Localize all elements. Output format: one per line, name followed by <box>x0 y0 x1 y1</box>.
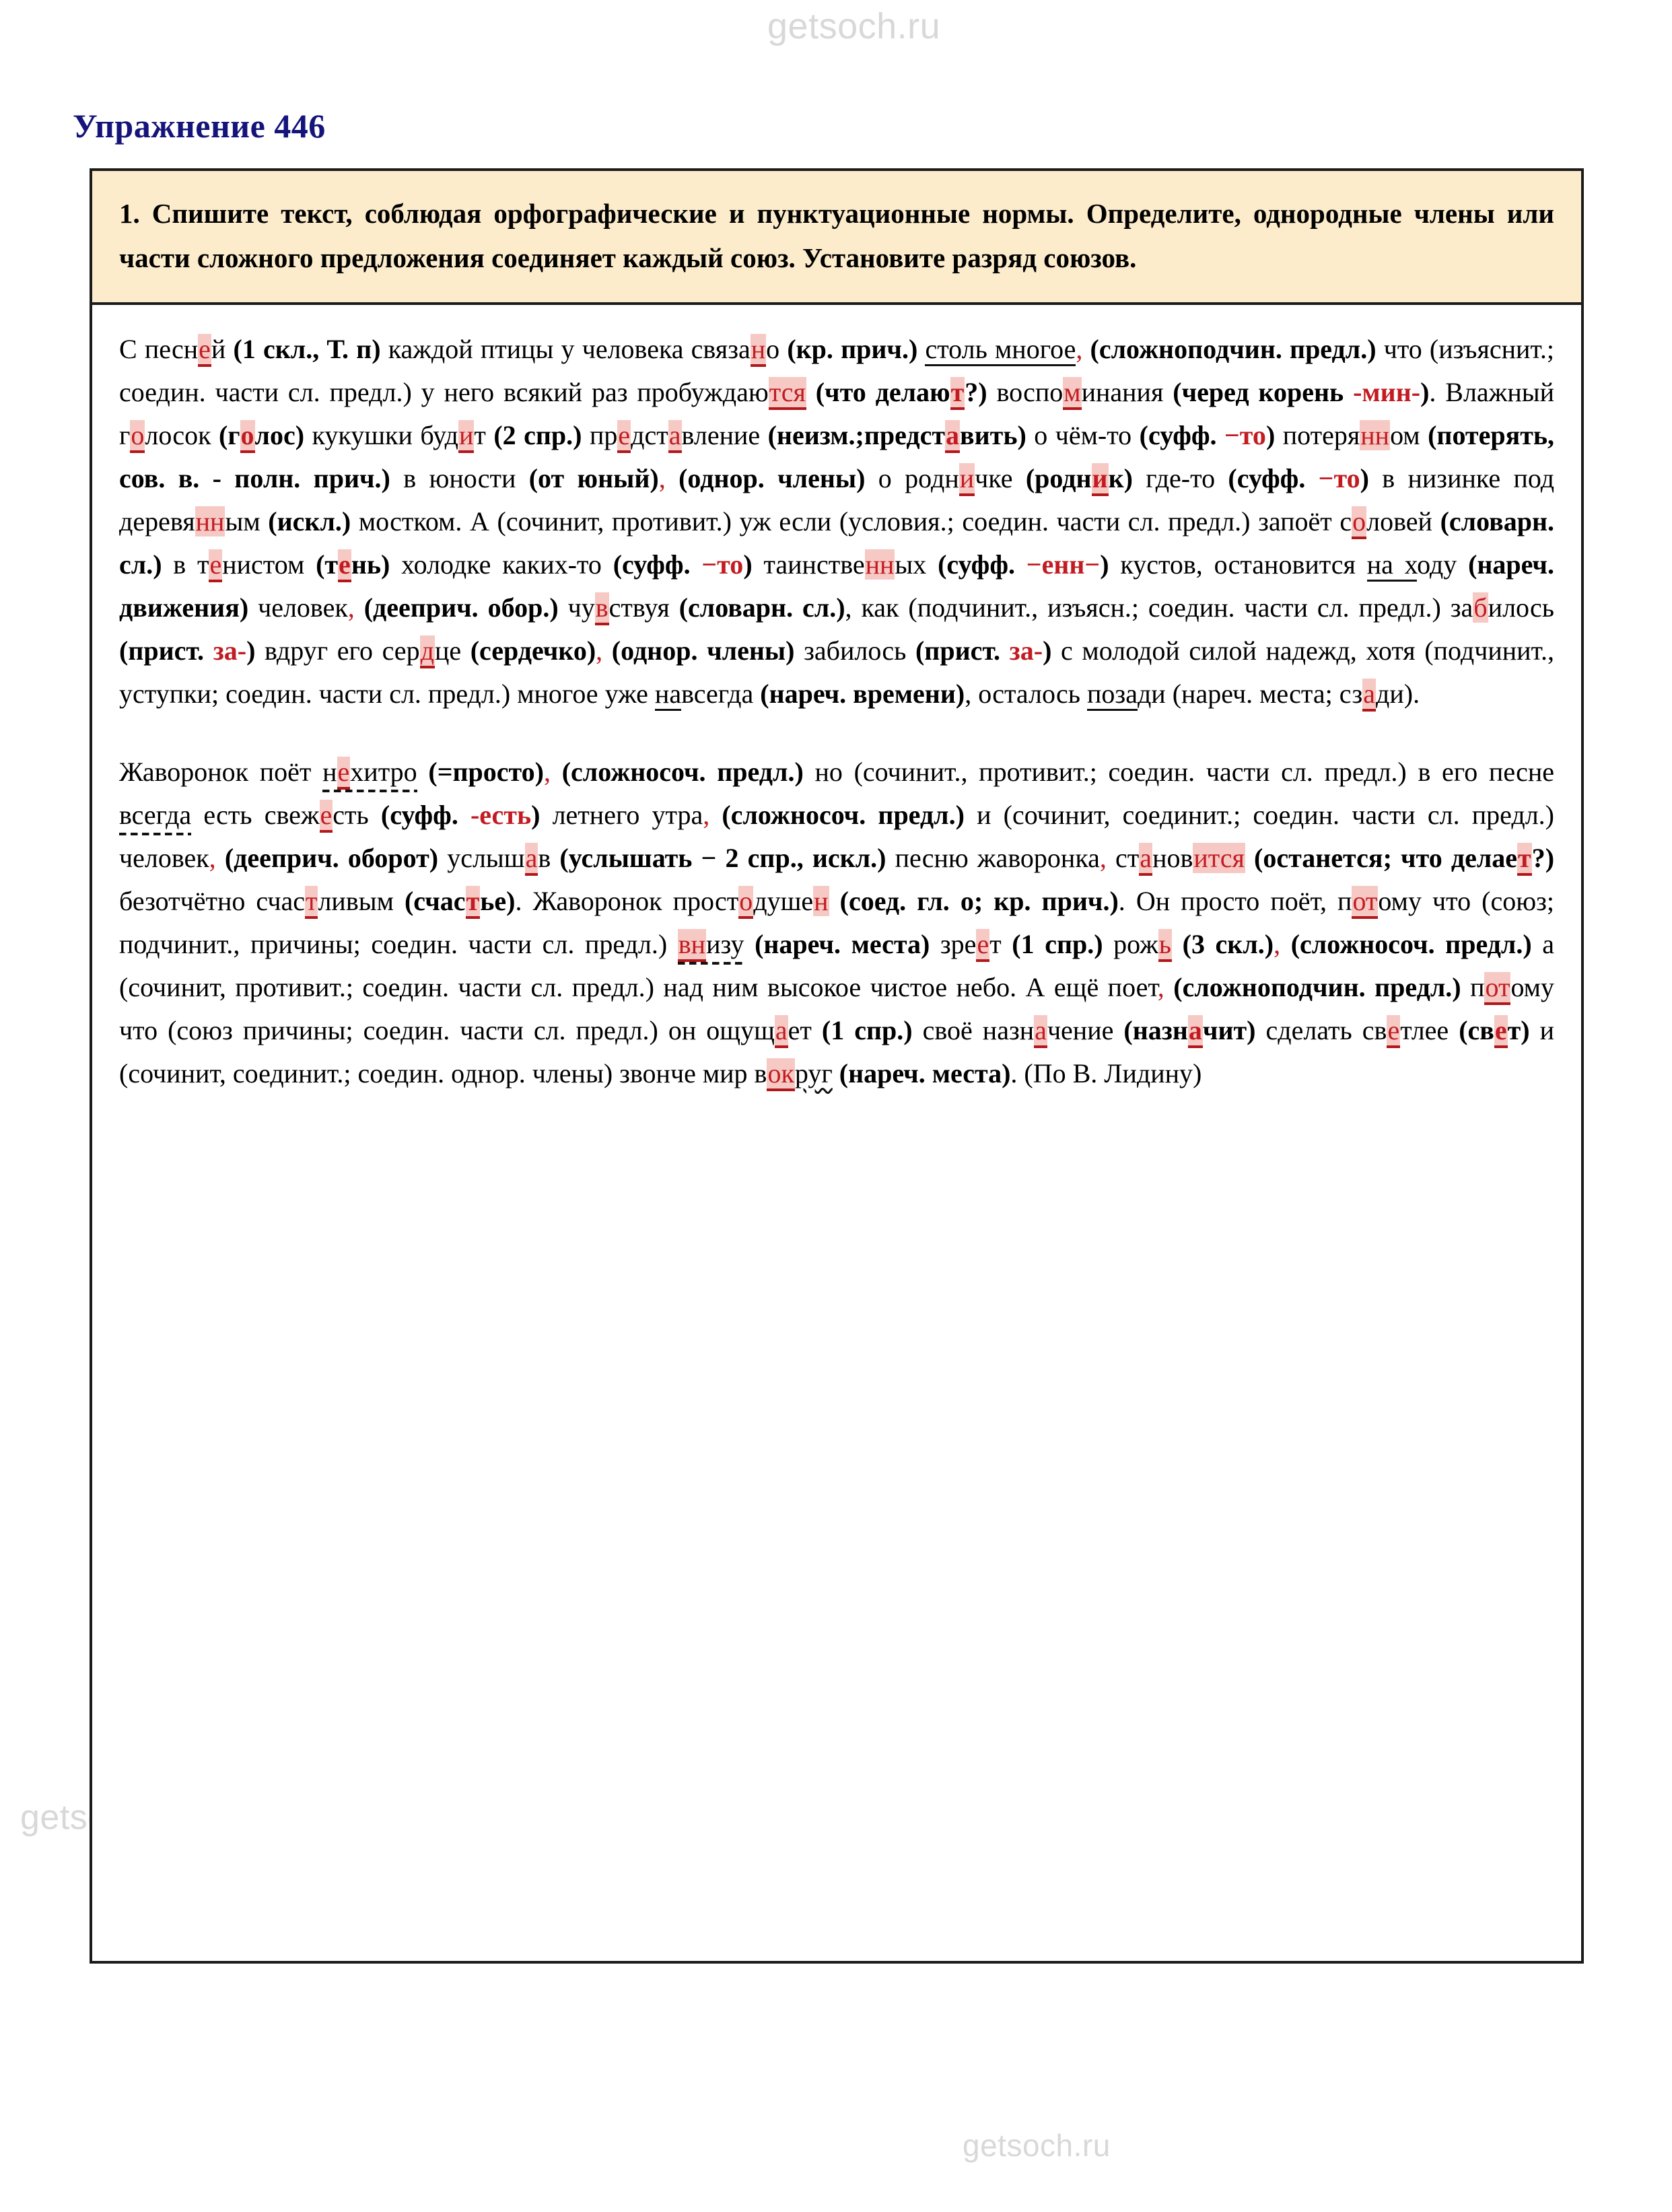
answer-body: С песней (1 скл., Т. п) каждой птицы у ч… <box>92 305 1581 1961</box>
task-number: 1. <box>119 198 140 229</box>
task-text: 1. Спишите текст, соблюдая орфографическ… <box>119 191 1554 281</box>
exercise-container: 1. Спишите текст, соблюдая орфографическ… <box>90 168 1584 1964</box>
watermark: getsoch.ru <box>963 2128 1111 2163</box>
answer-paragraph-1: С песней (1 скл., Т. п) каждой птицы у ч… <box>119 328 1554 716</box>
watermark: getsoch.ru <box>767 6 941 46</box>
task-body: Спишите текст, соблюдая орфографические … <box>119 198 1554 274</box>
task-statement: 1. Спишите текст, соблюдая орфографическ… <box>92 171 1581 305</box>
page-title: Упражнение 446 <box>73 107 326 145</box>
answer-paragraph-2: Жаворонок поёт нехитро (=просто), (сложн… <box>119 751 1554 1095</box>
